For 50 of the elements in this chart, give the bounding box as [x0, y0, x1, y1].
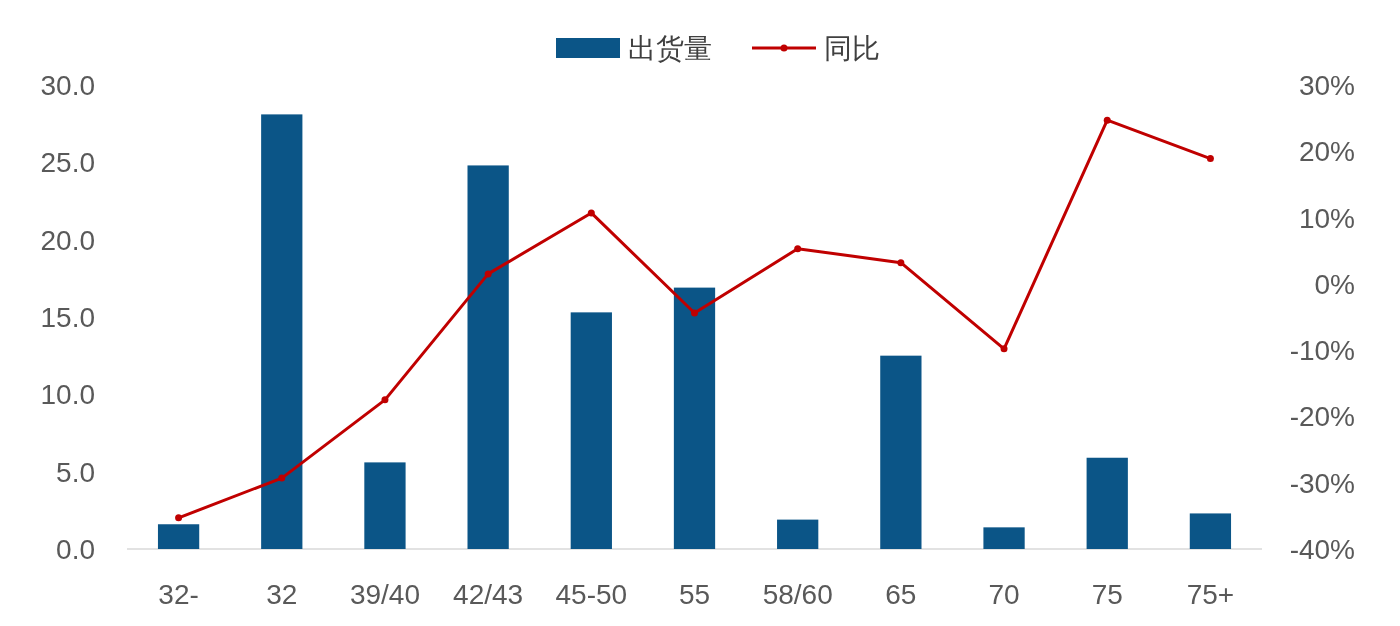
point	[1206, 155, 1214, 163]
x-tick-label: 75	[1091, 579, 1123, 610]
y-tick-label: 15.0	[40, 302, 95, 333]
y-tick-label: 20.0	[40, 224, 95, 256]
y2-tick-label: -20%	[1289, 401, 1355, 433]
x-tick-label: 32-	[158, 579, 199, 610]
x-tick-label: 58/60	[762, 579, 833, 610]
y2-tick-label: 10%	[1298, 202, 1355, 234]
point	[484, 270, 492, 278]
x-tick-label: 65	[885, 579, 917, 610]
legend-label: 同比	[824, 33, 880, 64]
y2-tick-label: -10%	[1289, 335, 1355, 367]
point	[691, 309, 698, 317]
point	[175, 514, 183, 522]
x-tick-label: 70	[988, 579, 1020, 610]
y2-tick-label: 30%	[1298, 70, 1355, 101]
point	[794, 245, 802, 253]
y-tick-label: 30.0	[40, 70, 95, 101]
y-tick-label: 10.0	[40, 379, 95, 411]
bar	[777, 519, 819, 549]
point	[381, 396, 389, 404]
y-tick-label: 25.0	[40, 147, 95, 179]
y-tick-label: 0.0	[56, 534, 95, 565]
x-tick-label: 45-50	[555, 579, 628, 610]
y2-tick-label: -30%	[1289, 467, 1355, 499]
bar	[983, 527, 1025, 549]
point	[587, 209, 595, 217]
y2-tick-label: 20%	[1298, 136, 1355, 168]
bar	[1189, 513, 1232, 549]
bar	[261, 114, 303, 549]
x-tick-label: 55	[678, 579, 711, 610]
bar	[570, 312, 612, 549]
x-tick-label: 32	[266, 579, 298, 610]
bar	[364, 462, 406, 549]
bar	[673, 287, 716, 549]
point	[1103, 116, 1111, 124]
x-tick-label: 75+	[1186, 579, 1235, 610]
bar	[467, 165, 509, 549]
x-tick-label: 42/43	[453, 579, 524, 610]
point	[278, 474, 286, 482]
bar	[1086, 457, 1128, 549]
bar	[880, 355, 922, 549]
y-tick-label: 5.0	[56, 456, 95, 488]
y2-tick-label: 0%	[1314, 268, 1355, 300]
point	[1000, 345, 1008, 353]
y2-tick-label: -40%	[1289, 534, 1355, 565]
point	[897, 259, 905, 267]
legend-label: 出货量	[628, 33, 712, 64]
x-tick-label: 39/40	[349, 579, 420, 610]
bar	[157, 524, 200, 549]
